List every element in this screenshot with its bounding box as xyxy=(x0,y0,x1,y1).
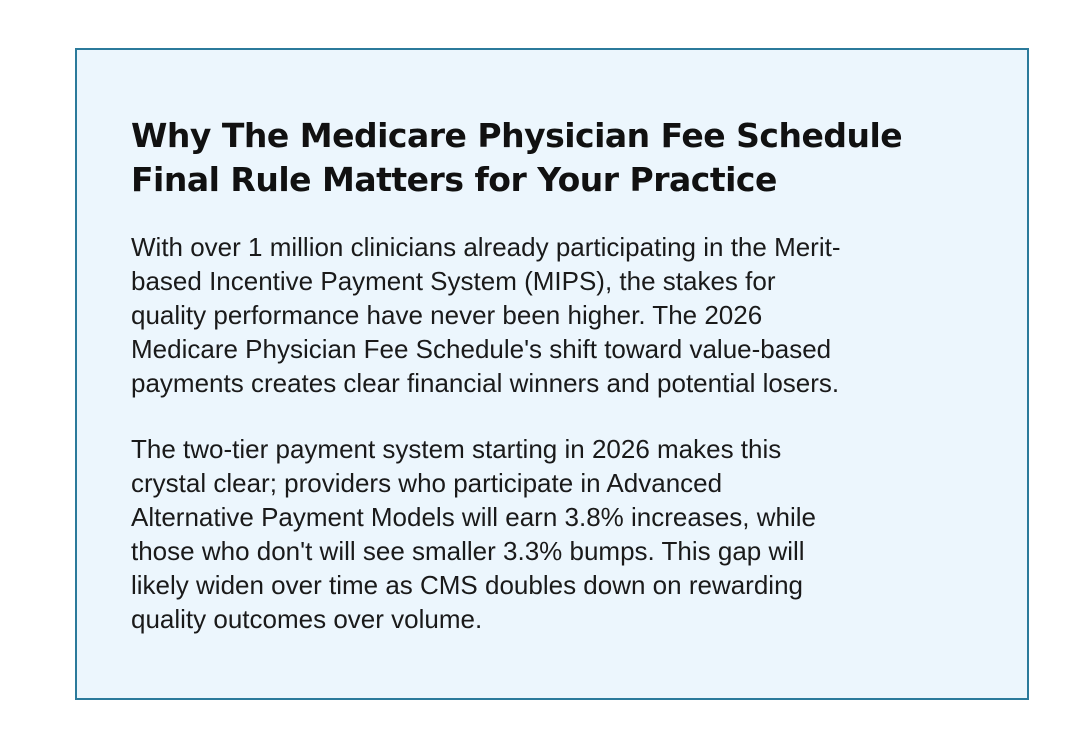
paragraph-line: payments creates clear financial winners… xyxy=(131,368,840,398)
paragraph-line: quality outcomes over volume. xyxy=(131,604,483,634)
paragraph-line: crystal clear; providers who participate… xyxy=(131,468,723,498)
callout-box: Why The Medicare Physician Fee Schedule … xyxy=(75,48,1029,700)
callout-content: Why The Medicare Physician Fee Schedule … xyxy=(131,114,981,636)
heading-line: Why The Medicare Physician Fee Schedule xyxy=(131,116,903,155)
paragraph-line: based Incentive Payment System (MIPS), t… xyxy=(131,266,776,296)
paragraph-line: With over 1 million clinicians already p… xyxy=(131,232,841,262)
paragraph-line: those who don't will see smaller 3.3% bu… xyxy=(131,536,805,566)
paragraph-line: likely widen over time as CMS doubles do… xyxy=(131,570,803,600)
paragraph-line: The two-tier payment system starting in … xyxy=(131,434,782,464)
heading-line: Final Rule Matters for Your Practice xyxy=(131,160,777,199)
paragraph-line: quality performance have never been high… xyxy=(131,300,763,330)
section-heading: Why The Medicare Physician Fee Schedule … xyxy=(131,114,981,202)
paragraph-line: Alternative Payment Models will earn 3.8… xyxy=(131,502,816,532)
paragraph-line: Medicare Physician Fee Schedule's shift … xyxy=(131,334,832,364)
paragraph-two-tier: The two-tier payment system starting in … xyxy=(131,432,981,636)
paragraph-mips: With over 1 million clinicians already p… xyxy=(131,230,981,400)
